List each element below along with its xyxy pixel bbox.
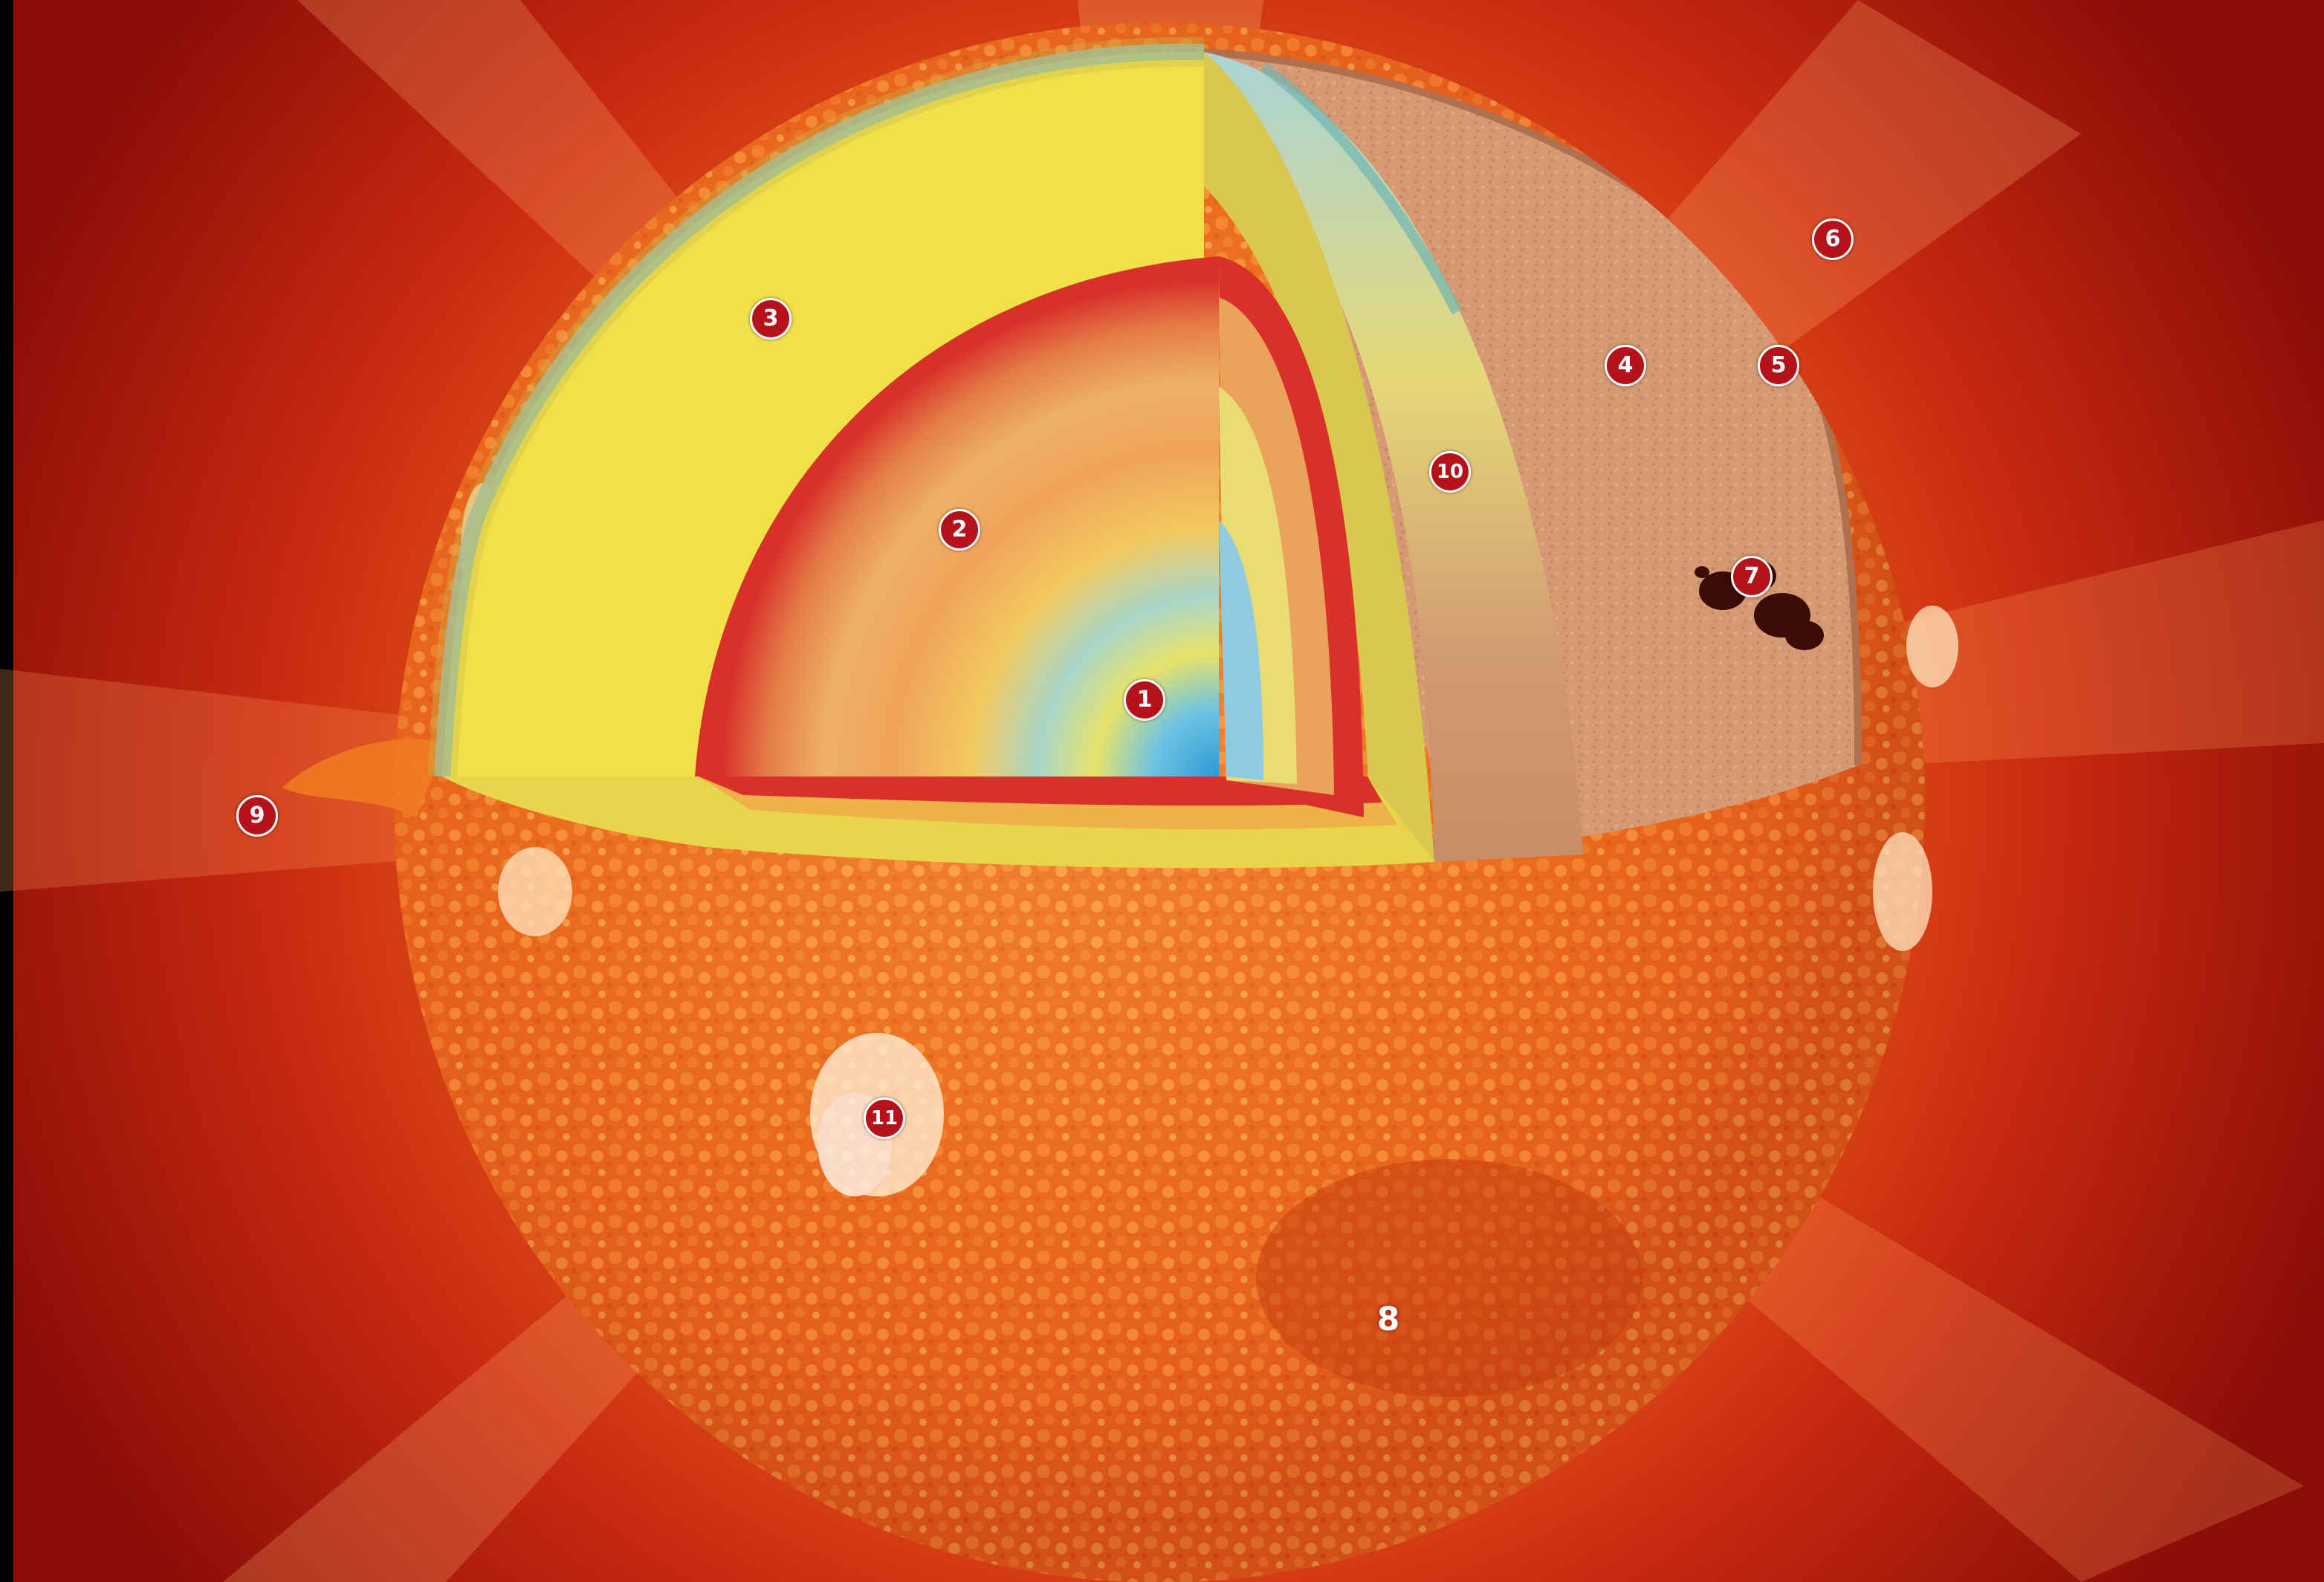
label-4-marker: 4 (1605, 345, 1646, 386)
prominence (282, 739, 446, 817)
label-2-marker: 2 (939, 509, 980, 551)
label-3-marker: 3 (750, 298, 792, 340)
label-8-marker: 8 (1376, 1300, 1400, 1338)
label-1-marker: 1 (1124, 679, 1165, 721)
label-5-marker: 5 (1758, 345, 1799, 386)
label-10-marker: 10 (1429, 451, 1471, 493)
label-9-marker: 9 (236, 795, 278, 837)
label-7-marker: 7 (1731, 556, 1773, 597)
label-11-marker: 11 (864, 1098, 905, 1139)
label-6-marker: 6 (1812, 218, 1854, 260)
tachocline-band (1204, 52, 1583, 862)
